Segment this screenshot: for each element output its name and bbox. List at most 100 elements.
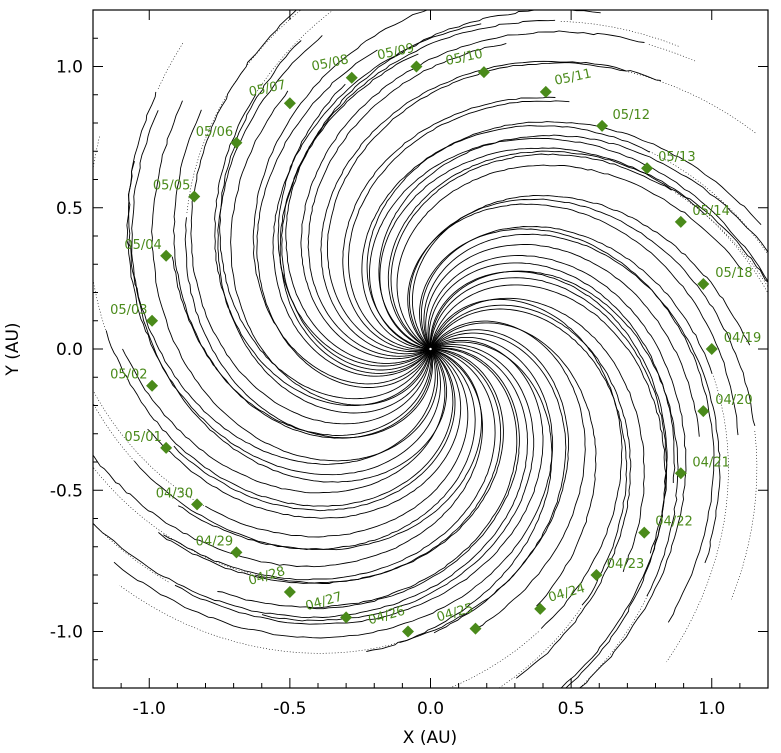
field-line-extension <box>93 136 106 330</box>
field-line-extension <box>448 631 539 688</box>
field-line <box>261 344 535 622</box>
date-marker <box>160 249 173 262</box>
date-marker-label: 05/01 <box>124 430 161 445</box>
date-marker-label: 04/24 <box>547 581 587 606</box>
field-line <box>214 93 431 407</box>
field-line <box>173 349 456 512</box>
field-line <box>369 137 768 350</box>
date-marker-label: 04/30 <box>156 486 193 501</box>
field-line-extension <box>648 44 697 62</box>
field-line <box>366 341 553 652</box>
field-line <box>378 134 768 350</box>
field-line-extension <box>257 10 334 92</box>
date-marker-label: 04/20 <box>715 393 752 408</box>
date-marker-label: 04/29 <box>196 534 233 549</box>
field-line <box>430 308 628 606</box>
date-marker-label: 05/12 <box>613 108 650 123</box>
field-line <box>217 35 431 414</box>
field-line <box>93 346 529 619</box>
date-marker <box>705 343 718 355</box>
field-line <box>307 42 507 357</box>
field-line-extension <box>186 10 302 214</box>
date-marker <box>469 622 482 635</box>
field-line <box>430 297 645 573</box>
field-line <box>379 147 705 350</box>
field-line <box>430 304 632 679</box>
field-line <box>407 203 739 436</box>
date-marker-label: 04/23 <box>607 557 644 572</box>
field-line <box>342 96 556 351</box>
date-marker <box>160 441 173 454</box>
date-marker <box>283 97 296 110</box>
field-line <box>254 348 504 584</box>
date-marker-label: 05/14 <box>692 204 729 219</box>
x-axis-title: X (AU) <box>403 728 457 748</box>
plot-frame <box>92 9 769 689</box>
field-line <box>279 53 430 374</box>
field-line <box>399 329 570 644</box>
date-markers: 04/1904/2004/2104/2204/2304/2404/2504/26… <box>110 41 761 638</box>
x-tick-label: -1.0 <box>133 699 166 719</box>
field-lines <box>93 10 768 688</box>
field-line <box>105 330 454 507</box>
field-line <box>147 349 462 519</box>
date-marker <box>402 625 414 638</box>
date-marker <box>697 405 710 418</box>
x-tick-label: 1.0 <box>698 699 725 719</box>
date-marker <box>641 162 654 175</box>
date-marker <box>146 379 159 392</box>
field-line-extension <box>157 42 184 90</box>
date-marker-label: 05/02 <box>110 368 147 383</box>
field-line-extension <box>119 585 398 654</box>
x-tick-label: 0.5 <box>558 699 585 719</box>
field-line-extension <box>674 192 768 288</box>
field-line-extension <box>93 522 169 583</box>
date-marker <box>477 66 490 79</box>
y-tick-label: -1.0 <box>50 623 83 643</box>
field-line <box>430 298 623 629</box>
field-line <box>178 349 476 550</box>
y-axis-title: Y (AU) <box>3 322 23 376</box>
field-line <box>252 10 431 385</box>
field-line-extension <box>628 71 757 134</box>
field-line-extension <box>649 151 768 255</box>
date-marker <box>188 190 201 203</box>
field-line-extension <box>579 595 648 688</box>
field-line <box>425 243 700 437</box>
date-marker <box>410 60 423 73</box>
sun-marker <box>425 344 436 354</box>
date-marker <box>596 119 609 132</box>
field-line <box>134 348 482 551</box>
y-tick-label: 0.0 <box>56 340 83 360</box>
date-marker <box>638 526 651 539</box>
field-line <box>300 30 645 360</box>
date-marker-label: 04/27 <box>304 589 344 614</box>
field-line <box>427 255 687 688</box>
date-marker-label: 05/11 <box>553 66 593 88</box>
date-marker-label: 04/21 <box>692 455 729 470</box>
field-line <box>423 233 721 564</box>
field-line-extension <box>93 402 135 462</box>
field-line <box>163 348 496 581</box>
field-line <box>219 40 431 400</box>
date-marker <box>534 602 547 615</box>
date-marker-label: 05/05 <box>153 178 190 193</box>
date-marker-label: 05/10 <box>444 47 484 69</box>
field-line <box>158 348 502 584</box>
date-marker <box>340 611 353 624</box>
date-marker-label: 05/07 <box>248 78 288 100</box>
field-line <box>430 320 586 630</box>
x-tick-label: 0.0 <box>417 699 444 719</box>
date-marker-label: 04/28 <box>247 564 287 589</box>
date-marker-label: 05/03 <box>110 303 147 318</box>
field-line <box>361 125 650 350</box>
date-marker <box>283 585 296 598</box>
field-line <box>420 226 713 375</box>
field-line-extension <box>731 430 758 600</box>
field-line <box>205 349 469 538</box>
field-line <box>411 195 751 349</box>
field-line <box>390 153 672 349</box>
field-line <box>285 10 601 364</box>
date-marker <box>590 569 603 581</box>
